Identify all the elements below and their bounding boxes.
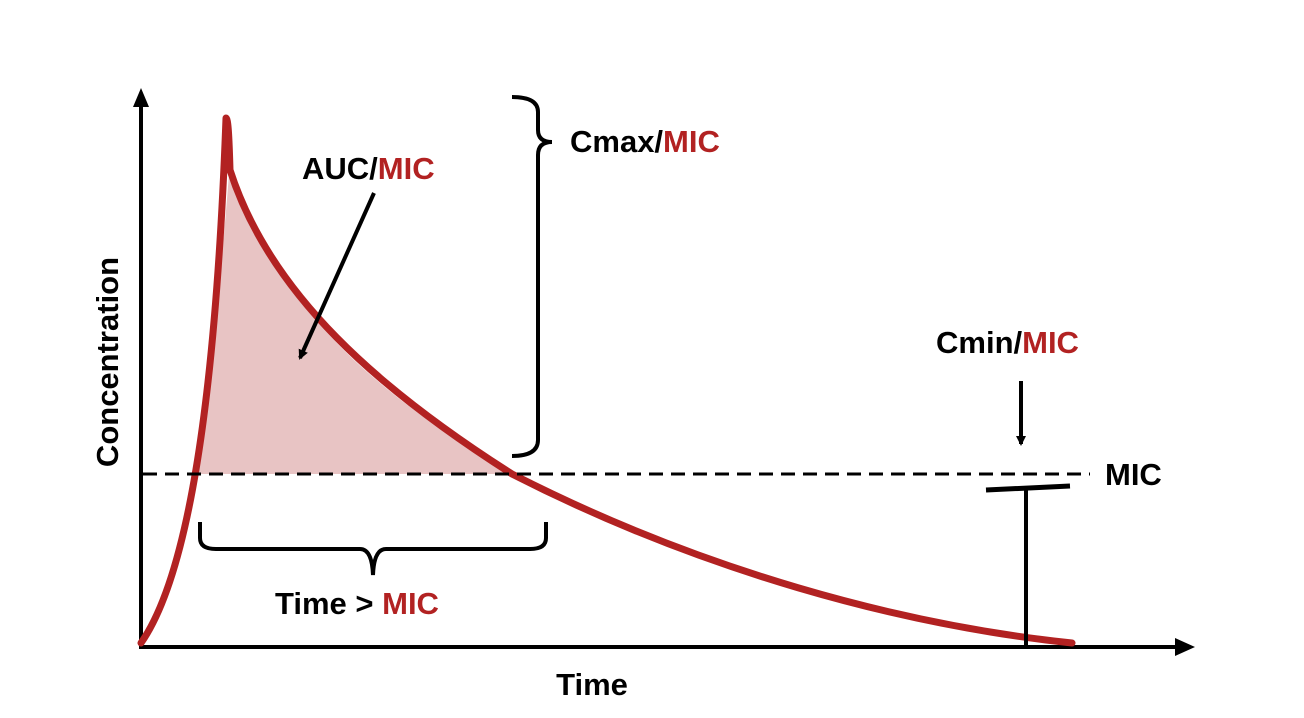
cmax-bracket [511,95,553,458]
concentration-curve [137,114,1076,647]
auc-arrow [298,192,376,360]
auc-mic-label: AUC/MIC [302,151,435,186]
x-axis-label: Time [556,667,628,702]
cmax-label-mic: MIC [663,124,720,159]
cmin-label-prefix: Cmin/ [936,325,1023,360]
cmin-label-mic: MIC [1022,325,1079,360]
time-over-label-prefix: Time > [275,586,382,621]
time-over-label-mic: MIC [382,586,439,621]
cmax-label-prefix: Cmax/ [570,124,663,159]
auc-label-mic: MIC [378,151,435,186]
y-axis-arrowhead [133,88,149,107]
cmin-bar-top [985,483,1071,493]
cmin-mic-label: Cmin/MIC [936,325,1079,360]
y-axis-label: Concentration [90,257,125,467]
time-over-mic-bracket [198,522,548,576]
time-over-mic-label: Time > MIC [275,586,439,621]
cmax-mic-label: Cmax/MIC [570,124,720,159]
x-axis-arrowhead [1175,638,1195,656]
mic-line-label: MIC [1105,457,1162,492]
auc-label-prefix: AUC/ [302,151,378,186]
auc-shaded-area [192,160,512,474]
